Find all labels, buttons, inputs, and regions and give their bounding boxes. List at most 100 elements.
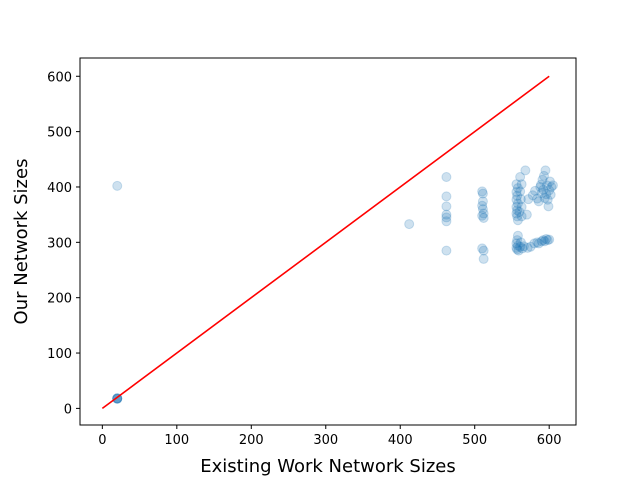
data-point — [545, 189, 556, 200]
data-point — [542, 235, 553, 246]
data-point — [512, 190, 523, 201]
data-point — [478, 208, 489, 219]
y-tick-label: 600 — [47, 70, 72, 85]
data-point — [404, 219, 415, 230]
data-point — [512, 244, 523, 255]
data-point — [441, 191, 452, 202]
data-point — [515, 194, 526, 205]
data-point — [441, 172, 452, 183]
data-point — [477, 188, 488, 199]
axes-frame — [79, 57, 577, 426]
data-point — [543, 201, 554, 212]
data-point — [477, 186, 488, 197]
data-point — [478, 253, 489, 264]
line-layer — [101, 75, 550, 410]
data-point — [515, 241, 526, 252]
data-point — [512, 183, 523, 194]
data-point — [515, 186, 526, 197]
data-point — [538, 235, 549, 246]
data-point — [516, 201, 527, 212]
data-point — [477, 200, 488, 211]
data-point — [511, 186, 522, 197]
data-point — [539, 236, 550, 247]
y-axis-label: Our Network Sizes — [11, 159, 32, 325]
data-point — [511, 194, 522, 205]
data-point — [512, 240, 523, 251]
data-point — [478, 212, 489, 223]
y-tick-label: 300 — [47, 236, 72, 251]
data-point — [546, 181, 557, 192]
data-point — [512, 235, 523, 246]
y-tick-label: 500 — [47, 126, 72, 141]
points-layer — [112, 165, 558, 404]
data-point — [512, 205, 523, 216]
data-point — [511, 242, 522, 253]
data-point — [511, 201, 522, 212]
x-tick-label: 0 — [98, 433, 106, 448]
data-point — [547, 180, 558, 191]
data-point — [515, 172, 526, 183]
data-point — [515, 237, 526, 248]
data-point — [511, 179, 522, 190]
data-point — [511, 208, 522, 219]
data-point — [535, 179, 546, 190]
data-point — [513, 245, 524, 256]
y-tick-label: 200 — [47, 292, 72, 307]
data-point — [536, 236, 547, 247]
data-point — [516, 211, 527, 222]
data-point — [535, 181, 546, 192]
data-point — [516, 179, 527, 190]
data-point — [544, 176, 555, 187]
data-point — [112, 180, 123, 191]
data-point — [478, 245, 489, 256]
data-point — [544, 234, 555, 245]
data-point — [477, 210, 488, 221]
x-tick-label: 600 — [537, 433, 562, 448]
data-point — [441, 245, 452, 256]
x-axis-label: Existing Work Network Sizes — [200, 456, 456, 477]
data-point — [532, 237, 543, 248]
data-point — [525, 241, 536, 252]
data-point — [530, 185, 541, 196]
data-point — [518, 241, 529, 252]
x-tick-label: 300 — [313, 433, 338, 448]
data-point — [541, 234, 552, 245]
data-point — [536, 188, 547, 199]
data-point — [477, 243, 488, 254]
y-tick-label: 400 — [47, 181, 72, 196]
data-point — [537, 174, 548, 185]
data-point — [541, 180, 552, 191]
data-point — [517, 243, 528, 254]
y-tick-label: 0 — [64, 402, 72, 417]
data-point — [512, 215, 523, 226]
data-point — [521, 209, 532, 220]
data-point — [527, 190, 538, 201]
data-point — [441, 216, 452, 227]
data-point — [540, 165, 551, 176]
data-point — [529, 238, 540, 249]
y-axis-ticks: 0 100 200 300 400 500 600 — [47, 70, 80, 417]
x-axis-ticks: 0 100 200 300 400 500 600 — [98, 425, 562, 448]
data-point — [541, 189, 552, 200]
data-point — [520, 165, 531, 176]
data-point — [532, 193, 543, 204]
data-point — [112, 393, 123, 404]
data-point — [533, 196, 544, 207]
x-tick-label: 200 — [239, 433, 264, 448]
data-point — [544, 185, 555, 196]
data-point — [542, 194, 553, 205]
data-point — [523, 194, 534, 205]
data-point — [538, 184, 549, 195]
x-tick-label: 100 — [164, 433, 189, 448]
reference-line — [101, 75, 550, 410]
data-point — [477, 196, 488, 207]
data-point — [539, 193, 550, 204]
y-tick-label: 100 — [47, 347, 72, 362]
data-point — [441, 201, 452, 212]
data-point — [477, 204, 488, 215]
data-point — [512, 230, 523, 241]
data-point — [538, 170, 549, 181]
data-point — [533, 238, 544, 249]
